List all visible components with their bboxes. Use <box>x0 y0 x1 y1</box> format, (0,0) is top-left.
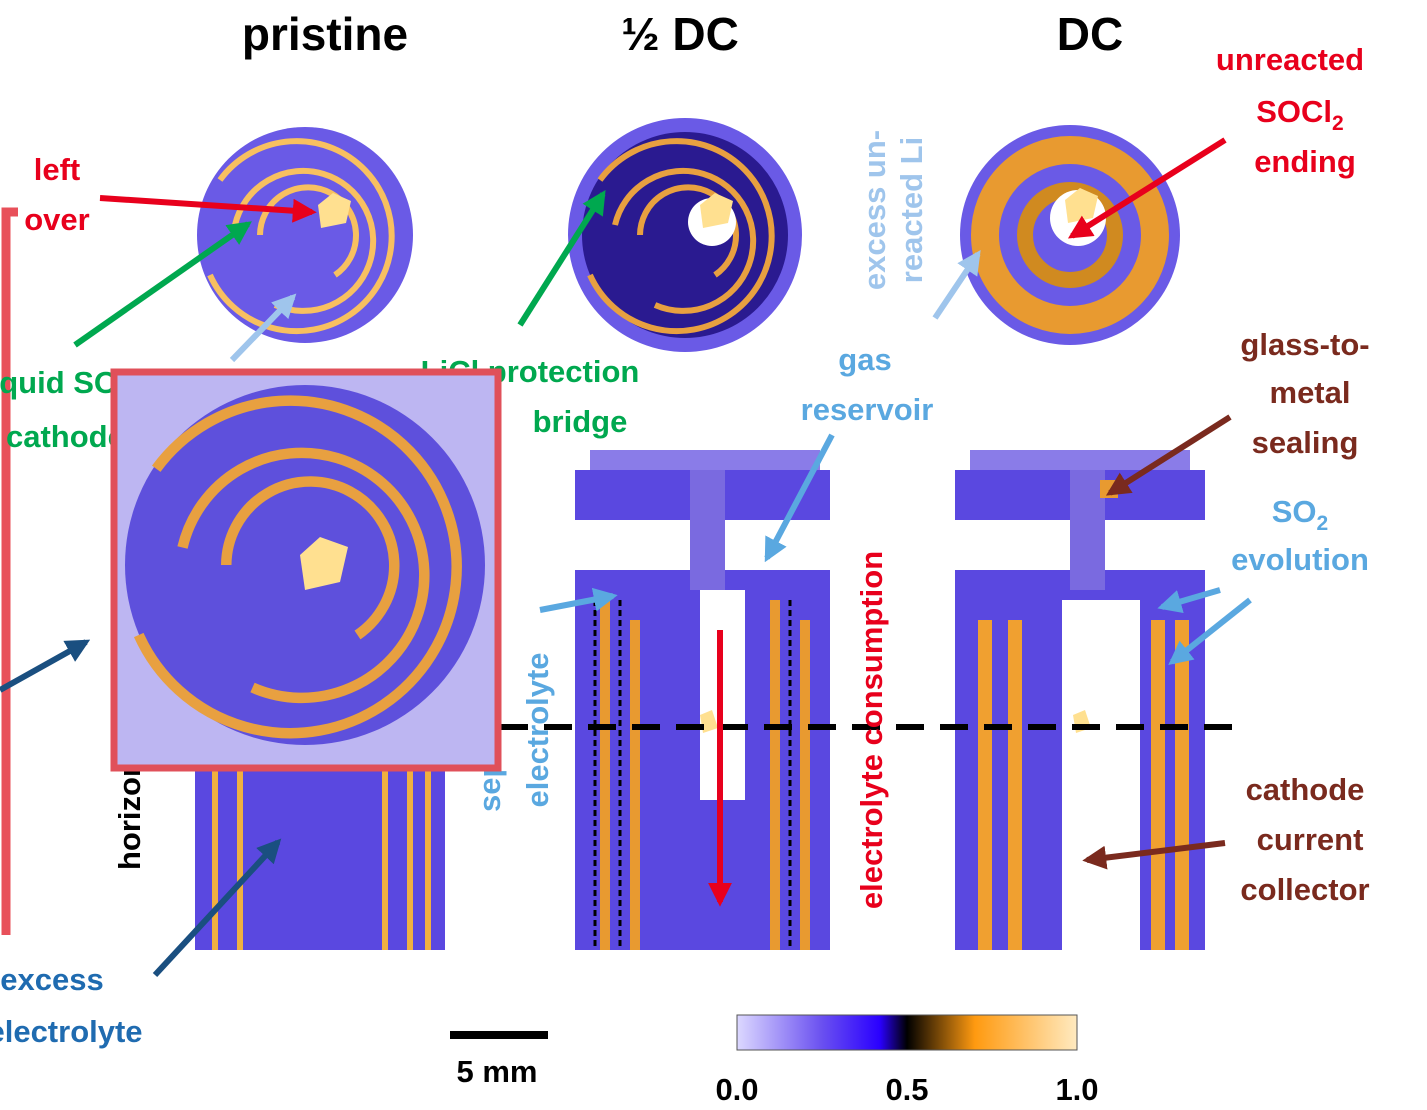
frame <box>6 212 18 935</box>
annotation: over <box>24 202 89 237</box>
annotation: reacted Li <box>894 137 929 283</box>
annotation: evolution <box>1231 542 1369 577</box>
colorbar <box>737 1015 1077 1050</box>
annotation: excess <box>0 962 103 997</box>
annotation: excess un- <box>857 130 892 290</box>
column-title: pristine <box>242 8 408 60</box>
figure: pristine ½ DC DC left over unreacted SOC… <box>0 0 1427 1110</box>
annotation: cathode <box>6 419 125 454</box>
colorbar-tick-label: 0.5 <box>885 1072 928 1107</box>
annotation: bridge <box>533 404 628 439</box>
annotation: left <box>34 152 81 187</box>
annotation: electrolyte <box>0 1014 143 1049</box>
halfdc-slice <box>575 125 795 345</box>
annotation: SO2 <box>1272 494 1328 535</box>
annotation: electrolyte <box>520 652 555 807</box>
annotation: glass-to- <box>1240 327 1369 362</box>
scale-label: 5 mm <box>457 1054 538 1089</box>
annotation: reservoir <box>801 392 934 427</box>
annotation: sealing <box>1252 425 1359 460</box>
annotation: ending <box>1254 144 1356 179</box>
dc-section <box>955 450 1205 950</box>
colorbar-tick-label: 1.0 <box>1055 1072 1098 1107</box>
column-title: DC <box>1057 8 1123 60</box>
annotation: cathode <box>1246 772 1365 807</box>
colorbar-tick-label: 0.0 <box>715 1072 758 1107</box>
dc-slice <box>960 125 1180 345</box>
inset <box>114 372 498 768</box>
annotation: electrolyte consumption <box>854 551 889 909</box>
annotation: current <box>1257 822 1364 857</box>
annotation: SOCl2 <box>1256 94 1343 135</box>
column-title: ½ DC <box>621 8 739 60</box>
halfdc-section <box>575 450 830 950</box>
annotation: metal <box>1270 375 1351 410</box>
annotation: unreacted <box>1216 42 1364 77</box>
annotation: collector <box>1240 872 1369 907</box>
annotation: gas <box>838 342 891 377</box>
